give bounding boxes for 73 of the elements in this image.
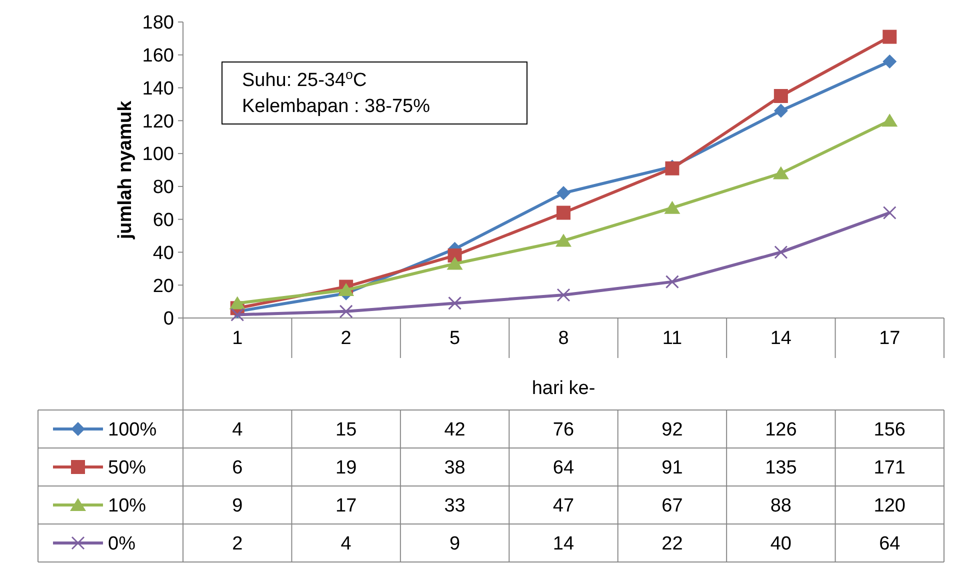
data-label: 67 [662,496,683,517]
data-label: 156 [874,420,906,441]
data-label: 6 [232,458,243,479]
data-label: 91 [662,458,683,479]
data-label: 64 [552,458,574,479]
point [665,275,679,289]
data-label: 14 [552,534,574,555]
legend-label: 100% [108,420,157,441]
y-tick-label: 180 [142,12,174,34]
annotation: Kelembapan : 38-75% [242,96,430,117]
data-label: 64 [879,534,901,555]
point [772,166,789,180]
point [882,30,897,44]
data-label: 2 [232,534,243,555]
y-tick-label: 160 [142,46,174,67]
x-tick-label: 5 [449,328,460,349]
legend-label: 0% [108,534,136,555]
point [448,296,462,310]
point [339,304,353,318]
point [774,245,788,259]
data-label: 4 [232,420,244,441]
data-label: 33 [444,496,466,517]
point [446,256,463,270]
point [229,296,246,310]
point [338,283,354,296]
legend-label: 10% [108,496,146,517]
data-label: 92 [662,420,683,441]
data-label: 22 [662,534,683,555]
x-tick-label: 8 [558,328,569,349]
data-label: 38 [444,458,466,479]
data-label: 126 [765,420,797,441]
data-label: 9 [232,496,243,517]
point [556,206,570,220]
y-tick-label: 60 [152,210,174,231]
data-label: 42 [444,420,466,441]
point [774,89,788,103]
point [556,234,572,247]
x-axis-title: hari ke- [532,378,596,399]
data-label: 9 [449,534,460,555]
y-tick-label: 0 [163,308,174,330]
data-label: 171 [874,458,906,479]
x-tick-label: 17 [879,328,900,349]
annotation: Suhu: 25-34$^{o}$C [242,66,367,91]
data-label: 88 [770,496,792,517]
data-label: 40 [770,534,792,555]
x-tick-label: 1 [232,328,243,349]
data-label: 17 [336,496,357,517]
legend-label: 50% [108,458,146,479]
y-tick-label: 40 [152,242,174,264]
data-label: 19 [336,458,357,479]
point [556,288,570,302]
y-tick-label: 120 [142,111,174,132]
point [230,308,244,322]
point [882,206,896,220]
data-label: 4 [340,534,352,555]
data-label: 120 [874,496,906,517]
data-label: 47 [552,496,574,517]
point [556,186,570,200]
point [882,114,898,127]
y-tick-label: 20 [152,276,174,297]
data-label: 76 [552,420,574,441]
point [774,104,788,118]
point [882,54,897,68]
x-tick-label: 2 [340,328,352,349]
point [664,200,680,214]
x-tick-label: 11 [662,328,682,349]
y-axis-title: jumlah nyamuk [115,100,136,240]
y-tick-label: 140 [142,78,174,100]
data-label: 135 [765,458,797,479]
y-tick-label: 100 [142,144,174,166]
y-tick-label: 80 [152,177,174,198]
x-tick-label: 14 [770,328,792,349]
data-label: 15 [336,420,357,441]
